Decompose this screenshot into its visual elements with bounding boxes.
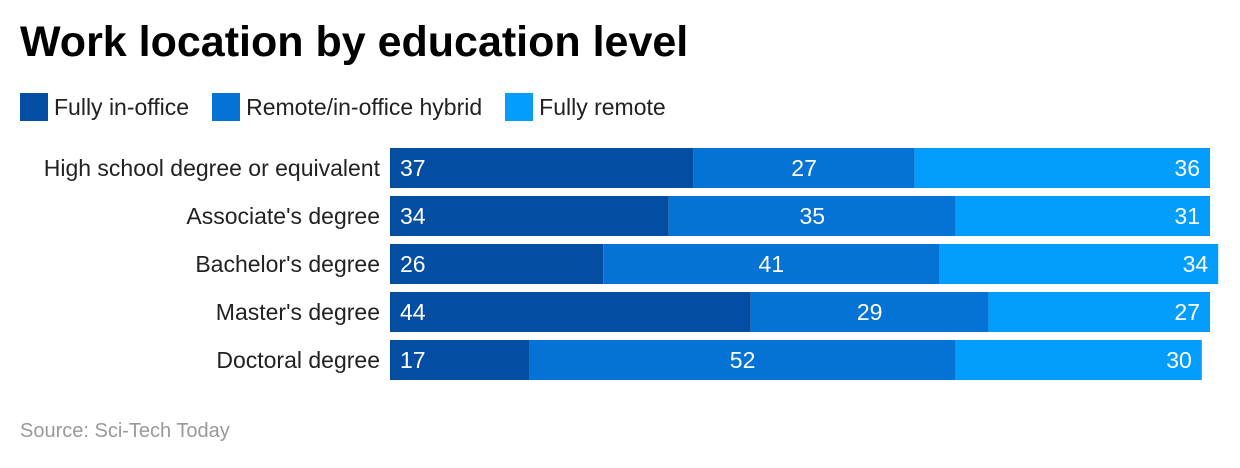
bar-segment-remote-in-office-hybrid-associate-s-degree: [668, 196, 956, 236]
source-note: Source: Sci-Tech Today: [20, 420, 230, 442]
category-label-doctoral-degree: Doctoral degree: [216, 347, 380, 373]
chart-title: Work location by education level: [20, 18, 689, 66]
bar-segment-fully-in-office-high-school-degree-or-equivalent: [390, 148, 694, 188]
value-label-remote-in-office-hybrid-bachelor-s-degree: 41: [759, 251, 785, 277]
stacked-bar-chart: High school degree or equivalent 37 27 36 As…: [44, 148, 1219, 380]
bar-segment-fully-remote-doctoral-degree: [955, 340, 1202, 380]
value-label-fully-remote-master-s-degree: 27: [1174, 299, 1200, 325]
legend-label-hybrid: Remote/in-office hybrid: [246, 93, 483, 120]
category-label-master-s-degree: Master's degree: [216, 299, 380, 325]
value-label-fully-remote-high-school-degree-or-equivalent: 36: [1174, 155, 1200, 181]
bar-segment-fully-in-office-doctoral-degree: [390, 340, 530, 380]
bar-segment-fully-in-office-bachelor-s-degree: [390, 244, 604, 284]
bar-segment-fully-in-office-master-s-degree: [390, 292, 751, 332]
bar-segment-fully-remote-associate-s-degree: [955, 196, 1210, 236]
bar-segment-fully-remote-master-s-degree: [988, 292, 1210, 332]
legend-swatch-fully-remote: [505, 93, 534, 121]
value-label-fully-in-office-bachelor-s-degree: 26: [400, 251, 426, 277]
value-label-fully-in-office-master-s-degree: 44: [400, 299, 426, 325]
legend-label-fully-in-office: Fully in-office: [54, 93, 190, 120]
value-label-fully-in-office-associate-s-degree: 34: [400, 203, 426, 229]
legend-swatch-hybrid: [212, 93, 241, 121]
value-label-fully-in-office-doctoral-degree: 17: [400, 347, 426, 373]
value-label-remote-in-office-hybrid-high-school-degree-or-equivalent: 27: [791, 155, 817, 181]
bar-segment-fully-remote-high-school-degree-or-equivalent: [914, 148, 1210, 188]
legend-label-fully-remote: Fully remote: [539, 93, 666, 120]
value-label-fully-in-office-high-school-degree-or-equivalent: 37: [400, 155, 426, 181]
value-label-remote-in-office-hybrid-master-s-degree: 29: [857, 299, 883, 325]
bar-segment-fully-remote-bachelor-s-degree: [939, 244, 1219, 284]
bar-segment-remote-in-office-hybrid-master-s-degree: [750, 292, 989, 332]
value-label-fully-remote-doctoral-degree: 30: [1166, 347, 1192, 373]
bar-segment-remote-in-office-hybrid-doctoral-degree: [529, 340, 956, 380]
category-label-associate-s-degree: Associate's degree: [186, 203, 380, 229]
value-label-fully-remote-associate-s-degree: 31: [1174, 203, 1200, 229]
legend-item-fully-in-office: Fully in-office: [20, 93, 189, 121]
bar-segment-remote-in-office-hybrid-bachelor-s-degree: [603, 244, 940, 284]
legend-item-fully-remote: Fully remote: [505, 93, 666, 121]
legend-item-hybrid: Remote/in-office hybrid: [212, 93, 482, 121]
value-label-fully-remote-bachelor-s-degree: 34: [1183, 251, 1209, 277]
chart-legend: Fully in-office Remote/in-office hybrid …: [20, 92, 689, 122]
value-label-remote-in-office-hybrid-doctoral-degree: 52: [730, 347, 756, 373]
value-label-remote-in-office-hybrid-associate-s-degree: 35: [800, 203, 826, 229]
category-label-high-school-degree-or-equivalent: High school degree or equivalent: [44, 155, 381, 181]
category-label-bachelor-s-degree: Bachelor's degree: [195, 251, 380, 277]
legend-swatch-fully-in-office: [20, 93, 48, 121]
bar-segment-fully-in-office-associate-s-degree: [390, 196, 669, 236]
bar-segment-remote-in-office-hybrid-high-school-degree-or-equivalent: [693, 148, 915, 188]
